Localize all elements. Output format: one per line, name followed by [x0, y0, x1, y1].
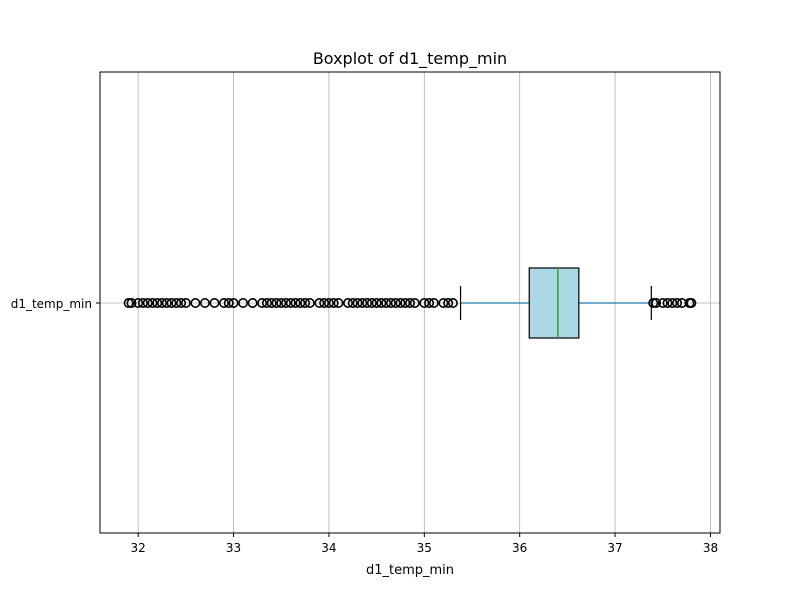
outlier-point [376, 297, 387, 308]
outlier-point [137, 297, 148, 308]
chart-title: Boxplot of d1_temp_min [313, 49, 507, 69]
outlier-point [304, 297, 315, 308]
outlier-point [328, 297, 339, 308]
outlier-point [300, 297, 311, 308]
outlier-point [190, 297, 201, 308]
outlier-point [247, 297, 258, 308]
x-tick-label: 34 [321, 541, 336, 555]
outlier-point [357, 297, 368, 308]
outlier-point [238, 297, 249, 308]
outlier-point [276, 297, 287, 308]
outlier-point [657, 297, 668, 308]
outlier-point [428, 297, 439, 308]
outlier-point [142, 297, 153, 308]
outlier-point [180, 297, 191, 308]
outlier-point [667, 297, 678, 308]
outlier-point [347, 297, 358, 308]
outlier-point [648, 297, 659, 308]
outlier-point [447, 297, 458, 308]
outlier-point [400, 297, 411, 308]
x-tick-label: 36 [512, 541, 527, 555]
outlier-point [199, 297, 210, 308]
x-tick-label: 38 [703, 541, 718, 555]
outlier-point [219, 297, 230, 308]
outlier-point [672, 297, 683, 308]
outlier-point [266, 297, 277, 308]
outlier-point [166, 297, 177, 308]
outlier-point [366, 297, 377, 308]
outlier-point [271, 297, 282, 308]
outlier-point [161, 297, 172, 308]
outlier-point [285, 297, 296, 308]
x-tick-label: 32 [131, 541, 146, 555]
x-axis-label: d1_temp_min [366, 563, 454, 578]
x-tick-label: 33 [226, 541, 241, 555]
x-tick-label: 35 [417, 541, 432, 555]
outlier-point [662, 297, 673, 308]
outlier-point [261, 297, 272, 308]
outlier-point [323, 297, 334, 308]
outlier-point [223, 297, 234, 308]
iqr-box [528, 267, 580, 339]
outlier-point [424, 297, 435, 308]
outlier-point [342, 297, 353, 308]
outlier-point [651, 297, 662, 308]
outlier-point [209, 297, 220, 308]
outlier-point [381, 297, 392, 308]
outlier-point [438, 297, 449, 308]
outlier-point [362, 297, 373, 308]
outlier-point [385, 297, 396, 308]
outlier-point [176, 297, 187, 308]
outlier-point [443, 297, 454, 308]
outlier-point [395, 297, 406, 308]
outlier-point [295, 297, 306, 308]
x-axis-ticks: 32 33 34 35 36 37 38 [131, 533, 718, 555]
outlier-point [419, 297, 430, 308]
outlier-point [147, 297, 158, 308]
outlier-point [371, 297, 382, 308]
outlier-point [280, 297, 291, 308]
outlier-point [290, 297, 301, 308]
plot-elements [123, 267, 697, 339]
outlier-point [409, 297, 420, 308]
outlier-point [333, 297, 344, 308]
outlier-point [352, 297, 363, 308]
outlier-point [257, 297, 268, 308]
outlier-point [126, 297, 137, 308]
outlier-point [157, 297, 168, 308]
outlier-point [404, 297, 415, 308]
outlier-point [133, 297, 144, 308]
outlier-point [390, 297, 401, 308]
x-tick-label: 37 [607, 541, 622, 555]
outlier-point [228, 297, 239, 308]
outlier-point [686, 297, 697, 308]
outlier-point [123, 297, 134, 308]
outlier-point [314, 297, 325, 308]
outlier-point [152, 297, 163, 308]
outlier-point [319, 297, 330, 308]
y-tick-label: d1_temp_min [11, 297, 92, 311]
outlier-point [171, 297, 182, 308]
